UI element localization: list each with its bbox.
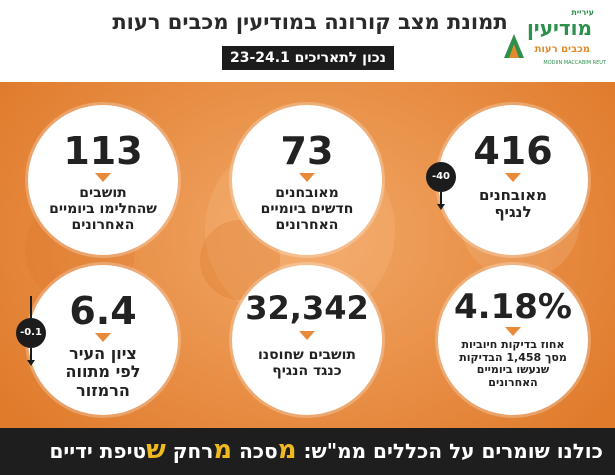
stat-infected-value: 416 xyxy=(473,129,553,173)
stat-recovered-label-1: תושבים xyxy=(79,185,127,201)
stat-city-score-label-1: ציון העיר xyxy=(69,344,137,363)
stat-new-cases: 73 מאובחנים חדשים ביומיים האחרונים xyxy=(232,105,382,255)
stat-infected: 416 מאובחנים לנגיף xyxy=(438,105,588,255)
footer-w2: רחק xyxy=(172,439,214,463)
down-triangle-icon xyxy=(299,173,315,182)
stat-infected-label-1: מאובחנים xyxy=(478,186,548,204)
stat-recovered-value: 113 xyxy=(63,129,143,173)
stat-vaccinated-label-2: כנגד הנגיף xyxy=(272,363,342,380)
footer-w3: טיפת ידיים xyxy=(49,439,147,463)
city-score-change-badge: -0.1 xyxy=(16,318,46,348)
down-arrowhead-icon xyxy=(437,204,445,210)
logo-sub-text: מכבים רעות xyxy=(534,44,590,55)
stat-recovered-label-2: שהחלימו ביומיים xyxy=(49,201,157,218)
stat-infected-label-2: לנגיף xyxy=(494,203,532,222)
down-arrowhead-icon xyxy=(27,360,35,366)
footer-lead: כולנו שומרים על הכללים ממ"ש: xyxy=(303,439,603,463)
down-arrow-icon xyxy=(30,348,32,362)
stat-recovered: 113 תושבים שהחלימו ביומיים האחרונים xyxy=(28,105,178,255)
down-arrow-icon xyxy=(30,296,32,318)
stat-new-cases-label-1: מאובחנים xyxy=(275,185,339,201)
stat-recovered-label-3: האחרונים xyxy=(71,217,135,234)
city-logo: עיריית מודיעין מכבים רעות MODIIN MACCABI… xyxy=(504,6,610,76)
stat-new-cases-value: 73 xyxy=(280,129,334,173)
footer-w1: סכה xyxy=(239,439,278,463)
footer-s: ש xyxy=(146,435,166,465)
stat-positive-rate-label-3: שנעשו ביומיים xyxy=(476,363,550,377)
stat-city-score-value: 6.4 xyxy=(69,289,137,333)
down-triangle-icon xyxy=(505,327,521,336)
infected-change-badge: -40 xyxy=(426,162,456,192)
footer-banner: כולנו שומרים על הכללים ממ"ש: מסכה מרחק ש… xyxy=(0,428,615,475)
stat-vaccinated: 32,342 תושבים שחוסנו כנגד הנגיף xyxy=(232,265,382,415)
stat-city-score-label-2: לפי מתווה xyxy=(65,362,141,382)
stat-city-score-label-3: הרמזור xyxy=(76,380,130,400)
stat-city-score: 6.4 ציון העיר לפי מתווה הרמזור xyxy=(28,265,178,415)
stat-positive-rate-label-4: האחרונים xyxy=(488,375,538,389)
header: תמונת מצב קורונה במודיעין מכבים רעות נכו… xyxy=(0,0,615,82)
stat-new-cases-label-2: חדשים ביומיים xyxy=(260,201,354,218)
stat-positive-rate-value: 4.18% xyxy=(454,287,572,327)
logo-emblem-icon xyxy=(504,34,524,58)
footer-m2: מ xyxy=(213,435,233,465)
stat-vaccinated-value: 32,342 xyxy=(245,289,369,327)
down-arrow-icon xyxy=(440,192,442,206)
down-triangle-icon xyxy=(95,333,111,342)
date-range-badge: נכון לתאריכים 23-24.1 xyxy=(222,46,394,70)
stat-new-cases-label-3: האחרונים xyxy=(275,217,339,234)
footer-m1: מ xyxy=(277,435,297,465)
down-triangle-icon xyxy=(505,173,521,182)
footer-slogan: כולנו שומרים על הכללים ממ"ש: מסכה מרחק ש… xyxy=(49,435,603,465)
logo-small-text: עיריית xyxy=(571,8,594,17)
down-triangle-icon xyxy=(95,173,111,182)
stat-positive-rate-label-1: אחוז בדיקות חיוביות xyxy=(461,338,565,351)
stat-vaccinated-label-1: תושבים שחוסנו xyxy=(258,347,356,363)
logo-english-text: MODIIN MACCABIM REUT xyxy=(543,60,606,66)
stat-positive-rate: 4.18% אחוז בדיקות חיוביות מסך 1,458 הבדי… xyxy=(438,265,588,415)
logo-main-text: מודיעין xyxy=(526,16,592,40)
page-title: תמונת מצב קורונה במודיעין מכבים רעות xyxy=(112,10,508,34)
stat-positive-rate-label-2: מסך 1,458 הבדיקות xyxy=(459,350,567,364)
down-triangle-icon xyxy=(299,331,315,340)
